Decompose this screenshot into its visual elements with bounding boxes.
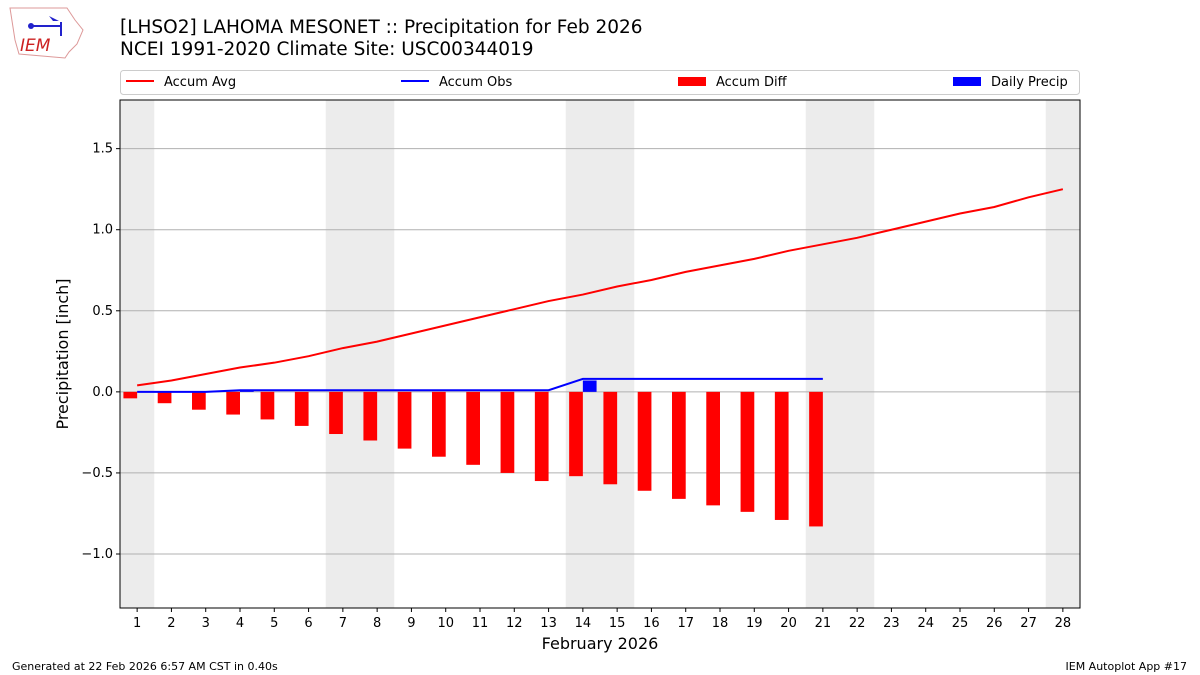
- accum-diff-bar: [569, 391, 583, 477]
- x-tick-label: 12: [506, 616, 523, 631]
- accum-diff-bar: [500, 391, 515, 473]
- accum-diff-bar: [672, 391, 686, 499]
- x-tick-label: 15: [609, 616, 626, 631]
- x-tick-label: 4: [236, 616, 244, 631]
- accum-diff-bar: [740, 391, 755, 512]
- iem-logo: IEM: [9, 7, 84, 59]
- y-tick-label: −1.0: [81, 547, 113, 562]
- precip-chart: −1.0−0.50.00.51.01.51 2 3 4 5 6 7 8 9 10 11 12 13 14 1…: [53, 70, 1081, 653]
- accum-diff-bar: [637, 391, 652, 491]
- accum-diff-bar: [466, 391, 480, 465]
- x-tick-label: 11: [472, 616, 489, 631]
- logo-text: IEM: [20, 36, 51, 56]
- weekend-shade: [840, 100, 875, 608]
- x-tick-label: 5: [270, 616, 278, 631]
- accum-diff-bar: [329, 391, 343, 435]
- accum-avg-line: [137, 188, 1064, 387]
- y-tick-label: 0.0: [92, 385, 113, 400]
- accum-diff-bar: [774, 391, 789, 520]
- x-tick-label: 26: [986, 616, 1003, 631]
- x-tick-label: 18: [712, 616, 729, 631]
- x-tick-label: 3: [202, 616, 210, 631]
- legend-label: Daily Precip: [991, 75, 1068, 90]
- legend-box: [120, 70, 1080, 95]
- y-tick-label: 1.5: [92, 142, 113, 157]
- accum-diff-bar: [123, 391, 138, 399]
- accum-diff-bar: [294, 391, 309, 426]
- footer-app: IEM Autoplot App #17: [1065, 660, 1188, 673]
- accum-diff-bar: [432, 391, 446, 457]
- x-tick-label: 20: [780, 616, 797, 631]
- accum-diff-bar: [397, 391, 412, 449]
- accum-diff-bar: [809, 391, 823, 527]
- accum-diff-bar: [226, 391, 240, 415]
- accum-diff-bar: [706, 391, 720, 506]
- daily-precip-bar: [582, 380, 597, 392]
- footer-generated: Generated at 22 Feb 2026 6:57 AM CST in …: [12, 660, 278, 673]
- x-tick-label: 22: [849, 616, 866, 631]
- weekend-shade: [325, 100, 360, 608]
- x-tick-label: 6: [304, 616, 312, 631]
- legend-label: Accum Diff: [716, 75, 788, 90]
- x-tick-label: 16: [643, 616, 660, 631]
- legend-label: Accum Avg: [164, 75, 236, 90]
- legend-swatch: [678, 77, 706, 86]
- accum-diff-bar: [260, 391, 275, 420]
- accum-diff-bar: [603, 391, 618, 485]
- weekend-shade: [565, 100, 600, 608]
- legend: Accum Avg Accum Obs Accum Diff Daily Precip: [120, 70, 1080, 95]
- plot-area: [120, 100, 1080, 608]
- x-tick-label: 13: [540, 616, 557, 631]
- x-tick-label: 24: [917, 616, 934, 631]
- x-tick-label: 14: [575, 616, 592, 631]
- legend-swatch: [953, 77, 981, 86]
- x-tick-label: 21: [815, 616, 832, 631]
- x-tick-label: 8: [373, 616, 381, 631]
- x-tick-label: 10: [437, 616, 454, 631]
- accum-diff-bar: [157, 391, 172, 404]
- legend-label: Accum Obs: [439, 75, 512, 90]
- weekend-shade: [120, 100, 155, 608]
- x-tick-label: 23: [883, 616, 900, 631]
- weekend-shade: [805, 100, 840, 608]
- x-tick-label: 25: [952, 616, 969, 631]
- x-tick-label: 27: [1020, 616, 1037, 631]
- weekend-shade: [1045, 100, 1080, 608]
- x-tick-label: 9: [407, 616, 415, 631]
- x-tick-label: 1: [133, 616, 141, 631]
- accum-diff-bar: [363, 391, 378, 441]
- chart-title: [LHSO2] LAHOMA MESONET :: Precipitation …: [120, 17, 643, 38]
- x-tick-label: 2: [167, 616, 175, 631]
- x-tick-label: 7: [339, 616, 347, 631]
- accum-obs-line: [137, 377, 823, 393]
- accum-diff-bar: [192, 391, 206, 410]
- y-tick-label: 1.0: [92, 223, 113, 238]
- y-axis-label: Precipitation [inch]: [53, 278, 72, 429]
- weekend-shade: [360, 100, 395, 608]
- y-tick-label: 0.5: [92, 304, 113, 319]
- accum-diff-bar: [534, 391, 549, 482]
- y-tick-label: −0.5: [81, 466, 113, 481]
- x-tick-label: 28: [1055, 616, 1072, 631]
- x-tick-label: 19: [746, 616, 763, 631]
- x-axis-label: February 2026: [542, 634, 659, 653]
- weekend-shade: [600, 100, 635, 608]
- x-tick-label: 17: [677, 616, 694, 631]
- chart-subtitle: NCEI 1991-2020 Climate Site: USC00344019: [120, 39, 534, 60]
- plot-frame: [119, 99, 1081, 609]
